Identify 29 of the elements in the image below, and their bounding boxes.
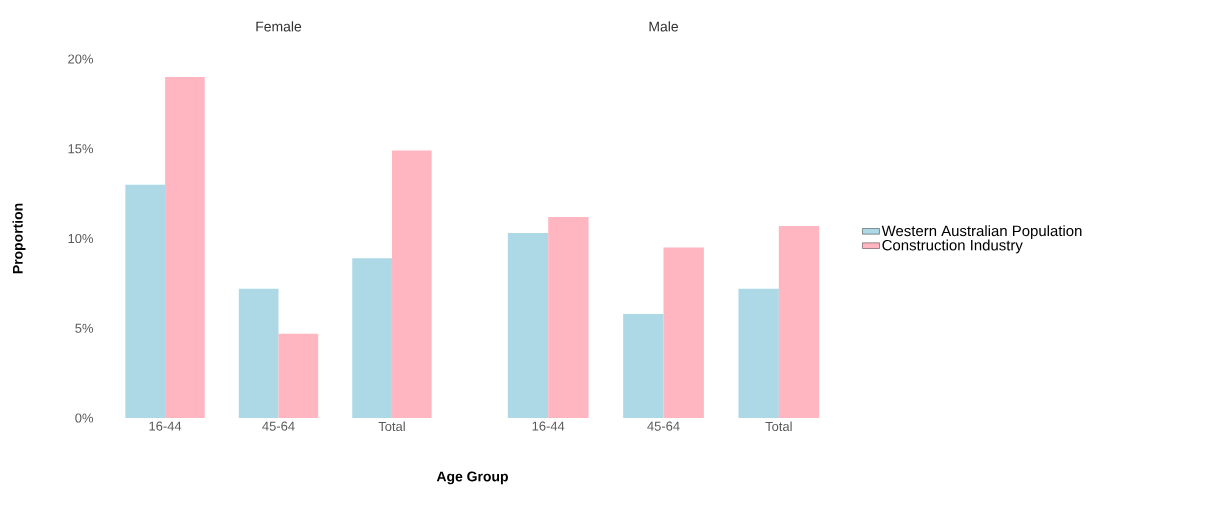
bar — [548, 216, 589, 418]
bar — [165, 76, 205, 418]
legend-label: Construction Industry — [882, 239, 1023, 254]
y-tick-label: 15% — [68, 144, 94, 154]
x-tick-label: 45-64 — [262, 421, 295, 431]
y-tick-label: 10% — [68, 233, 94, 244]
x-axis-title: Age Group — [436, 471, 508, 485]
x-tick-label: Total — [378, 421, 405, 432]
bar — [663, 247, 704, 418]
chart-title: Female — [256, 21, 302, 32]
bar — [507, 233, 549, 418]
bar — [738, 288, 779, 418]
bar — [125, 184, 166, 418]
chart-title: Male — [649, 21, 678, 32]
bar — [778, 225, 820, 418]
x-tick-label: 45-64 — [647, 421, 680, 431]
x-tick-label: 16-44 — [149, 421, 182, 431]
bar — [352, 258, 392, 418]
legend-label: Western Australian Population — [881, 225, 1082, 240]
x-tick-label: 16-44 — [532, 421, 565, 431]
bar — [278, 333, 319, 418]
bar — [391, 150, 432, 418]
y-tick-label: 20% — [68, 54, 94, 64]
bar — [623, 313, 664, 418]
y-axis-title: Proportion — [12, 203, 26, 274]
bar — [238, 288, 279, 418]
x-tick-label: Total — [765, 421, 792, 432]
y-tick-label: 0% — [75, 413, 94, 423]
y-tick-label: 5% — [75, 323, 94, 333]
